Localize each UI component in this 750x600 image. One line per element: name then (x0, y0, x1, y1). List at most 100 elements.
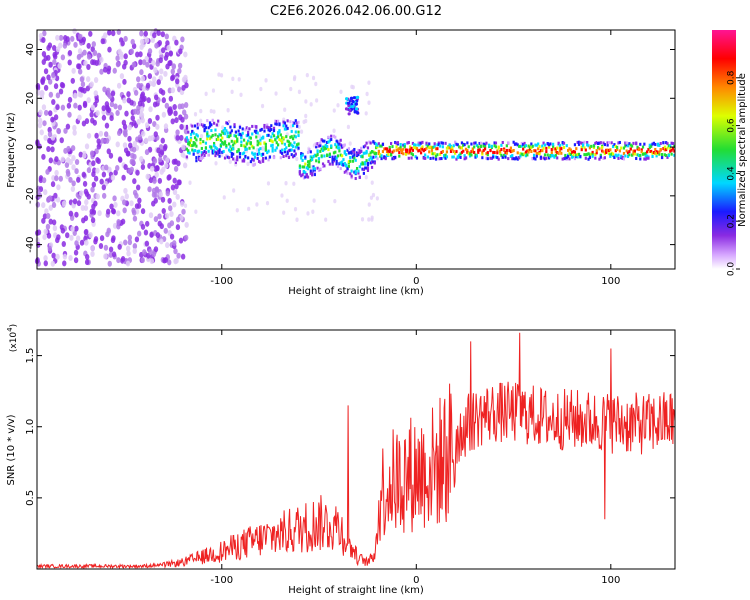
noise-cell (221, 125, 225, 130)
noise-cell (51, 219, 57, 226)
band-cell (568, 157, 571, 161)
noise-cell (309, 102, 313, 107)
band-cell (227, 135, 231, 139)
noise-cell (53, 83, 59, 90)
noise-cell (47, 126, 52, 133)
band-cell (308, 161, 311, 165)
noise-cell (182, 154, 186, 159)
band-cell (492, 150, 495, 154)
noise-cell (160, 31, 166, 38)
band-cell (219, 138, 223, 142)
band-cell (340, 163, 344, 167)
band-cell (519, 144, 522, 148)
band-cell (185, 147, 188, 151)
band-cell (464, 156, 468, 160)
band-cell (368, 158, 371, 162)
band-cell (206, 119, 209, 123)
band-cell (316, 166, 319, 170)
band-cell (350, 169, 353, 173)
noise-cell (149, 165, 155, 172)
band-cell (632, 141, 635, 145)
band-cell (345, 153, 348, 157)
noise-cell (91, 181, 97, 188)
noise-cell (135, 51, 140, 58)
band-cell (390, 152, 393, 156)
band-cell (606, 143, 609, 147)
band-cell (482, 142, 485, 146)
noise-cell (110, 174, 116, 181)
noise-cell (99, 68, 104, 75)
band-cell (223, 132, 227, 136)
band-cell (214, 133, 217, 137)
band-cell (196, 126, 199, 130)
band-cell (251, 151, 254, 155)
noise-cell (106, 148, 111, 155)
noise-cell (56, 127, 61, 134)
noise-cell (73, 257, 79, 264)
band-cell (319, 144, 322, 148)
band-cell (567, 148, 570, 152)
band-cell (343, 143, 346, 147)
band-cell (670, 148, 673, 152)
band-cell (516, 157, 519, 161)
band-cell (463, 143, 466, 147)
band-cell (330, 138, 333, 142)
noise-cell (184, 221, 189, 228)
band-cell (338, 142, 341, 146)
noise-cell (163, 227, 168, 234)
band-cell (463, 157, 466, 161)
band-cell (580, 148, 583, 152)
noise-cell (93, 200, 98, 207)
noise-cell (77, 68, 83, 75)
noise-cell (109, 101, 115, 108)
noise-cell (101, 171, 107, 178)
band-cell (294, 145, 297, 149)
noise-cell (81, 217, 86, 224)
band-cell (602, 156, 605, 160)
noise-cell (155, 60, 160, 67)
noise-cell (125, 245, 131, 252)
band-cell (317, 144, 321, 148)
band-cell (667, 144, 670, 148)
band-cell (606, 148, 609, 152)
noise-cell (171, 63, 177, 70)
band-cell (257, 148, 261, 152)
band-cell (394, 140, 397, 144)
band-cell (370, 150, 374, 154)
noise-cell (311, 209, 315, 214)
band-cell (588, 156, 592, 160)
noise-cell (71, 180, 76, 187)
band-cell (309, 158, 312, 162)
noise-cell (67, 111, 72, 118)
spectrogram-y-tick-label: -20 (25, 188, 36, 204)
band-cell (507, 157, 510, 161)
band-cell (376, 143, 379, 147)
band-cell (368, 140, 371, 144)
band-cell (640, 150, 643, 154)
blob-cell (348, 108, 352, 112)
noise-cell (93, 175, 99, 182)
band-cell (334, 155, 337, 159)
band-cell (398, 154, 401, 158)
noise-cell (53, 114, 59, 121)
noise-cell (135, 184, 141, 191)
noise-cell (89, 150, 95, 157)
band-cell (189, 123, 193, 127)
band-cell (626, 144, 630, 148)
band-cell (372, 140, 375, 144)
band-cell (546, 153, 549, 157)
band-cell (673, 144, 676, 148)
band-cell (293, 154, 296, 158)
noise-cell (122, 123, 128, 130)
band-cell (617, 156, 620, 160)
band-cell (286, 126, 289, 130)
band-cell (326, 144, 329, 148)
band-cell (409, 145, 412, 149)
band-cell (204, 126, 208, 130)
band-cell (651, 155, 654, 159)
band-cell (263, 123, 266, 127)
noise-cell (367, 202, 371, 207)
band-cell (195, 133, 198, 137)
band-cell (503, 153, 506, 157)
